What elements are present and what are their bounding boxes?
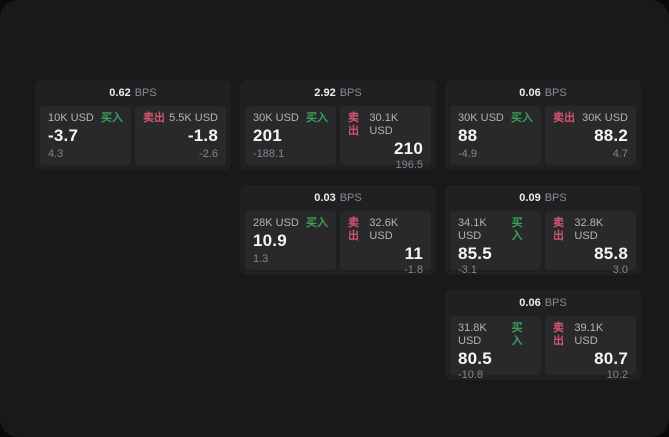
buy-button[interactable]: 买入: [511, 217, 523, 242]
sell-button[interactable]: 卖出: [348, 217, 359, 242]
buy-price: 88: [458, 126, 478, 145]
sell-price: 85.8: [594, 244, 628, 263]
card-header: 0.06 BPS: [445, 290, 641, 316]
sell-panel[interactable]: 卖出 32.6K USD 11 -1.8: [340, 211, 431, 276]
buy-amount: 30K USD: [253, 112, 299, 124]
sell-amount: 5.5K USD: [169, 112, 218, 124]
card-header: 0.09 BPS: [445, 185, 641, 211]
card-body: 30K USD 买入 201 -188.1 卖出 30.1K USD 210 1…: [240, 106, 436, 171]
sell-delta: 196.5: [395, 159, 423, 171]
sell-amount: 39.1K USD: [574, 322, 604, 347]
buy-amount: 28K USD: [253, 217, 299, 229]
sell-button[interactable]: 卖出: [348, 112, 359, 137]
buy-panel[interactable]: 30K USD 买入 201 -188.1: [245, 106, 336, 165]
sell-price: -1.8: [187, 126, 218, 145]
buy-button[interactable]: 买入: [511, 322, 523, 347]
quote-card-3: 0.06 BPS 30K USD 买入 88 -4.9 卖出 30K USD 8…: [445, 80, 641, 170]
buy-delta: -10.8: [458, 369, 484, 381]
sell-delta: 3.0: [612, 264, 628, 276]
card-body: 28K USD 买入 10.9 1.3 卖出 32.6K USD 11 -1.8: [240, 211, 436, 276]
card-body: 10K USD 买入 -3.7 4.3 卖出 5.5K USD -1.8 -2.…: [35, 106, 231, 170]
bps-unit-label: BPS: [544, 192, 567, 204]
bps-value: 0.03: [314, 192, 336, 204]
buy-delta: 1.3: [253, 253, 269, 265]
sell-delta: 10.2: [606, 369, 628, 381]
sell-panel[interactable]: 卖出 30.1K USD 210 196.5: [340, 106, 431, 171]
buy-amount: 10K USD: [48, 112, 94, 124]
buy-amount: 30K USD: [458, 112, 504, 124]
bps-unit-label: BPS: [134, 87, 157, 99]
sell-button[interactable]: 卖出: [553, 217, 564, 242]
buy-price: -3.7: [48, 126, 79, 145]
card-header: 0.62 BPS: [35, 80, 231, 106]
sell-delta: 4.7: [612, 148, 628, 160]
buy-delta: -188.1: [253, 148, 285, 160]
card-body: 34.1K USD 买入 85.5 -3.1 卖出 32.8K USD 85.8…: [445, 211, 641, 276]
card-header: 2.92 BPS: [240, 80, 436, 106]
quote-card-1: 0.62 BPS 10K USD 买入 -3.7 4.3 卖出 5.5K USD…: [35, 80, 231, 170]
quote-card-2: 2.92 BPS 30K USD 买入 201 -188.1 卖出 30.1K …: [240, 80, 436, 171]
sell-price: 88.2: [594, 126, 628, 145]
buy-button[interactable]: 买入: [511, 112, 533, 124]
buy-button[interactable]: 买入: [306, 112, 328, 124]
card-header: 0.03 BPS: [240, 185, 436, 211]
card-body: 31.8K USD 买入 80.5 -10.8 卖出 39.1K USD 80.…: [445, 316, 641, 381]
sell-button[interactable]: 卖出: [553, 322, 564, 347]
sell-button[interactable]: 卖出: [143, 112, 165, 124]
buy-price: 85.5: [458, 244, 492, 263]
buy-price: 10.9: [253, 231, 287, 250]
bps-value: 0.06: [519, 297, 541, 309]
sell-amount: 30.1K USD: [369, 112, 399, 137]
card-header: 0.06 BPS: [445, 80, 641, 106]
buy-panel[interactable]: 31.8K USD 买入 80.5 -10.8: [450, 316, 541, 381]
sell-delta: -2.6: [199, 148, 218, 160]
sell-price: 80.7: [594, 349, 628, 368]
sell-delta: -1.8: [404, 264, 423, 276]
quote-card-6: 0.06 BPS 31.8K USD 买入 80.5 -10.8 卖出 39.1…: [445, 290, 641, 381]
sell-button[interactable]: 卖出: [553, 112, 575, 124]
bps-unit-label: BPS: [339, 192, 362, 204]
buy-amount: 34.1K USD: [458, 217, 487, 242]
sell-price: 210: [394, 139, 423, 158]
bps-value: 0.06: [519, 87, 541, 99]
sell-amount: 32.6K USD: [369, 217, 399, 242]
buy-price: 80.5: [458, 349, 492, 368]
bps-unit-label: BPS: [339, 87, 362, 99]
sell-panel[interactable]: 卖出 32.8K USD 85.8 3.0: [545, 211, 636, 276]
buy-button[interactable]: 买入: [306, 217, 328, 229]
bps-value: 2.92: [314, 87, 336, 99]
sell-price: 11: [404, 244, 423, 263]
quote-card-4: 0.03 BPS 28K USD 买入 10.9 1.3 卖出 32.6K US…: [240, 185, 436, 276]
buy-delta: 4.3: [48, 148, 64, 160]
bps-unit-label: BPS: [544, 87, 567, 99]
sell-amount: 30K USD: [582, 112, 628, 124]
sell-panel[interactable]: 卖出 39.1K USD 80.7 10.2: [545, 316, 636, 381]
buy-delta: -3.1: [458, 264, 477, 276]
bps-value: 0.62: [109, 87, 131, 99]
buy-delta: -4.9: [458, 148, 477, 160]
card-body: 30K USD 买入 88 -4.9 卖出 30K USD 88.2 4.7: [445, 106, 641, 170]
bps-value: 0.09: [519, 192, 541, 204]
buy-amount: 31.8K USD: [458, 322, 487, 347]
bps-unit-label: BPS: [544, 297, 567, 309]
buy-button[interactable]: 买入: [101, 112, 123, 124]
sell-panel[interactable]: 卖出 30K USD 88.2 4.7: [545, 106, 636, 165]
sell-amount: 32.8K USD: [574, 217, 604, 242]
buy-panel[interactable]: 28K USD 买入 10.9 1.3: [245, 211, 336, 270]
buy-panel[interactable]: 30K USD 买入 88 -4.9: [450, 106, 541, 165]
quote-card-5: 0.09 BPS 34.1K USD 买入 85.5 -3.1 卖出 32.8K…: [445, 185, 641, 276]
buy-price: 201: [253, 126, 282, 145]
buy-panel[interactable]: 10K USD 买入 -3.7 4.3: [40, 106, 131, 165]
sell-panel[interactable]: 卖出 5.5K USD -1.8 -2.6: [135, 106, 226, 165]
buy-panel[interactable]: 34.1K USD 买入 85.5 -3.1: [450, 211, 541, 276]
